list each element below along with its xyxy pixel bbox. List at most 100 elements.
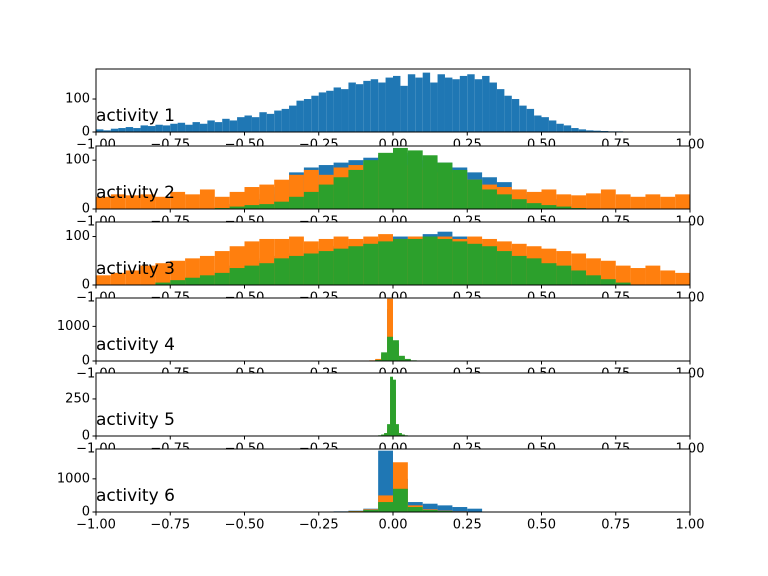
histogram-bar xyxy=(511,255,527,285)
x-tick-label: 0.75 xyxy=(601,518,630,533)
histogram-bar xyxy=(422,155,438,209)
histogram-bar xyxy=(96,275,111,285)
histogram-bar xyxy=(381,434,385,436)
histogram-bar xyxy=(586,193,601,209)
histogram-bar xyxy=(348,246,364,285)
histogram-bar xyxy=(185,194,200,209)
histogram-bar xyxy=(363,80,371,132)
histogram-bar xyxy=(244,205,260,209)
histogram-bar xyxy=(407,150,423,209)
histogram-bar xyxy=(303,253,319,285)
histogram-bar xyxy=(393,379,396,436)
histogram-bar xyxy=(430,82,438,132)
histogram-bar xyxy=(281,108,290,132)
histogram-bar xyxy=(289,196,304,209)
histogram-bar xyxy=(630,268,646,285)
histogram-bar xyxy=(162,125,171,132)
histogram-bar xyxy=(474,79,483,132)
x-tick-label: 1.00 xyxy=(676,518,705,533)
histogram-bar xyxy=(378,502,393,512)
subplot-annotation: activity 1 xyxy=(96,106,175,126)
histogram-bar xyxy=(170,260,186,285)
histogram-bar xyxy=(229,206,245,209)
y-tick-label: 0 xyxy=(82,354,90,369)
histogram-bar xyxy=(170,191,186,209)
histogram-bar xyxy=(96,129,104,132)
y-tick-label: 100 xyxy=(65,92,90,107)
histogram-bar xyxy=(541,117,549,132)
y-tick-label: 250 xyxy=(65,391,90,406)
histogram-bar xyxy=(177,122,186,132)
y-tick-label: 0 xyxy=(82,429,90,444)
histogram-bar xyxy=(387,336,393,361)
histogram-bar xyxy=(333,87,342,132)
histogram-bar xyxy=(259,204,275,209)
histogram-bar xyxy=(185,124,193,132)
histogram-bar xyxy=(375,359,382,361)
histogram-bar xyxy=(110,128,119,132)
histogram-bar xyxy=(600,279,616,285)
histogram-bar xyxy=(645,194,661,209)
histogram-bar xyxy=(615,194,631,209)
histogram-bar xyxy=(185,277,200,285)
histogram-bar xyxy=(422,503,438,512)
histogram-bar xyxy=(214,122,223,132)
histogram-bar xyxy=(363,243,379,285)
histogram-bar xyxy=(393,238,408,285)
histogram-bar xyxy=(541,263,557,285)
histogram-bar xyxy=(586,130,594,132)
histogram-bar xyxy=(125,127,134,132)
histogram-bar xyxy=(378,82,386,132)
histogram-bar xyxy=(556,123,564,132)
histogram-bar xyxy=(259,263,275,285)
x-tick-label: 0.00 xyxy=(379,518,408,533)
histogram-bar xyxy=(125,195,141,209)
histogram-bar xyxy=(615,282,631,285)
subplot-annotation: activity 3 xyxy=(96,259,175,279)
histogram-bar xyxy=(370,79,379,132)
histogram-bar xyxy=(526,108,535,132)
histogram-bar xyxy=(110,272,126,285)
histogram-bar xyxy=(333,248,349,285)
histogram-bar xyxy=(395,424,399,436)
histogram-bar xyxy=(348,82,356,132)
histogram-bar xyxy=(363,160,379,209)
histogram-bar xyxy=(244,115,252,132)
histogram-bar xyxy=(467,508,483,512)
histogram-bar xyxy=(96,196,111,209)
histogram-bar xyxy=(415,77,423,132)
histogram-bar xyxy=(526,203,542,209)
histogram-bar xyxy=(348,169,364,209)
histogram-bar xyxy=(318,251,334,285)
histogram-bar xyxy=(384,433,388,436)
histogram-bar xyxy=(660,270,676,285)
histogram-bar xyxy=(311,95,319,132)
histogram-bar xyxy=(675,272,690,285)
histogram-bar xyxy=(504,95,512,132)
histogram-bar xyxy=(259,184,275,209)
histogram-bar xyxy=(534,115,542,132)
histogram-bar xyxy=(437,505,453,512)
histogram-bar xyxy=(326,90,334,132)
y-tick-label: 0 xyxy=(82,278,90,293)
histogram-bar xyxy=(452,507,468,512)
histogram-bar xyxy=(511,199,527,209)
histogram-bar xyxy=(407,507,423,512)
histogram-bar xyxy=(571,270,587,285)
histogram-bar xyxy=(407,74,416,132)
histogram-bar xyxy=(489,82,497,132)
histogram-bar xyxy=(398,355,405,361)
histogram-bar xyxy=(401,434,405,436)
histogram-bar xyxy=(289,255,304,285)
histogram-bar xyxy=(303,191,319,209)
histogram-bar xyxy=(496,194,512,209)
y-tick-label: 0 xyxy=(82,125,90,140)
histogram-bar xyxy=(615,265,631,285)
histogram-bar xyxy=(378,152,393,209)
histogram-bar xyxy=(437,238,453,285)
histogram-bar xyxy=(341,89,349,132)
histogram-bar xyxy=(660,196,676,209)
y-tick-label: 100 xyxy=(65,153,90,168)
histogram-bar xyxy=(563,125,572,132)
histogram-bar xyxy=(214,196,230,209)
